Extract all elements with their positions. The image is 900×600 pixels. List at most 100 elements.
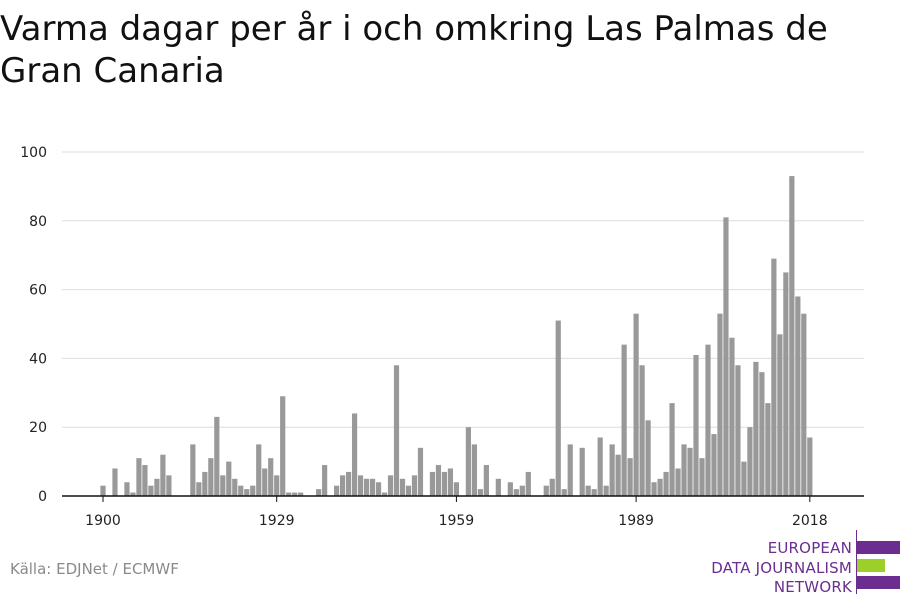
bar [735, 365, 741, 496]
chart-title: Varma dagar per år i och omkring Las Pal… [0, 9, 828, 91]
bar [477, 489, 483, 496]
bar [148, 485, 154, 496]
bar [345, 471, 352, 496]
x-axis-ticks: 1900 1929 1959 1989 2018 [85, 496, 828, 529]
bar [441, 471, 448, 496]
bar [214, 416, 220, 496]
bar [465, 427, 471, 496]
bar [597, 437, 603, 496]
y-tick-label: 80 [29, 214, 47, 230]
logo-line-1: EUROPEAN [767, 539, 852, 557]
y-tick-label: 20 [29, 420, 47, 436]
bar [196, 482, 202, 496]
bar [393, 365, 400, 496]
logo-divider [856, 530, 857, 594]
bar [663, 471, 669, 496]
bar [705, 344, 711, 496]
bar [627, 458, 633, 496]
bar [801, 313, 807, 496]
x-tick-label: 1929 [259, 513, 295, 529]
bar [783, 272, 789, 496]
bar [262, 468, 268, 496]
bar [471, 444, 477, 496]
y-tick-label: 60 [29, 283, 47, 299]
y-tick-label: 40 [29, 351, 47, 367]
bar [381, 492, 388, 496]
bar [160, 454, 166, 496]
bar [639, 365, 645, 496]
bar [645, 420, 651, 496]
logo-line-2: DATA JOURNALISM [711, 559, 852, 577]
bar [244, 489, 250, 496]
logo-bar-green [857, 559, 885, 572]
bar [166, 475, 172, 496]
bar [208, 458, 214, 496]
bar [417, 447, 424, 496]
bar [723, 217, 729, 497]
bar [351, 413, 358, 496]
bar [250, 485, 256, 496]
bar [711, 434, 717, 496]
bar [549, 478, 555, 496]
bar [154, 478, 160, 496]
bar [741, 461, 747, 496]
bar [286, 492, 292, 496]
bar [699, 458, 705, 496]
bar [130, 492, 136, 496]
bar [753, 361, 759, 496]
logo-bar-purple-top [857, 541, 900, 554]
bar [375, 482, 382, 496]
bar [316, 489, 322, 496]
bar [292, 492, 298, 496]
bar [453, 482, 460, 496]
x-tick-label: 1989 [618, 513, 654, 529]
bar [687, 447, 693, 496]
bars [100, 176, 813, 497]
y-tick-label: 0 [38, 489, 47, 505]
bar [483, 465, 489, 496]
bar [411, 475, 418, 496]
x-tick-label: 2018 [792, 513, 828, 529]
bar [609, 444, 615, 496]
bar [795, 296, 801, 496]
bar [357, 475, 364, 496]
bar [226, 461, 232, 496]
bar [567, 444, 573, 496]
bar [268, 458, 274, 496]
bar [693, 354, 699, 496]
bar [399, 478, 406, 496]
bar [232, 478, 238, 496]
source-text: Källa: EDJNet / ECMWF [10, 560, 179, 578]
edjnet-logo: EUROPEAN DATA JOURNALISM NETWORK [700, 530, 900, 600]
bar [387, 475, 394, 496]
bar [369, 478, 376, 496]
bar [525, 471, 531, 496]
bar [675, 468, 681, 496]
bar [280, 396, 286, 496]
bar [495, 478, 501, 496]
bar [112, 468, 118, 496]
bar [669, 403, 675, 496]
bar [124, 482, 130, 496]
bar [256, 444, 262, 496]
bar [633, 313, 639, 496]
x-tick-label: 1900 [85, 513, 121, 529]
y-axis-labels: 0 20 40 60 80 100 [20, 145, 47, 505]
bar [429, 471, 436, 496]
bar [681, 444, 687, 496]
bar [220, 475, 226, 496]
bar [759, 372, 765, 496]
bar [274, 475, 280, 496]
y-tick-label: 100 [20, 145, 47, 161]
bar [591, 489, 597, 496]
bar [322, 465, 328, 496]
bar [747, 427, 753, 496]
bar [363, 478, 370, 496]
bar [334, 485, 340, 496]
bar [777, 334, 783, 496]
bar [555, 320, 561, 496]
bar [657, 478, 663, 496]
bar [136, 458, 142, 496]
bar [579, 447, 585, 496]
